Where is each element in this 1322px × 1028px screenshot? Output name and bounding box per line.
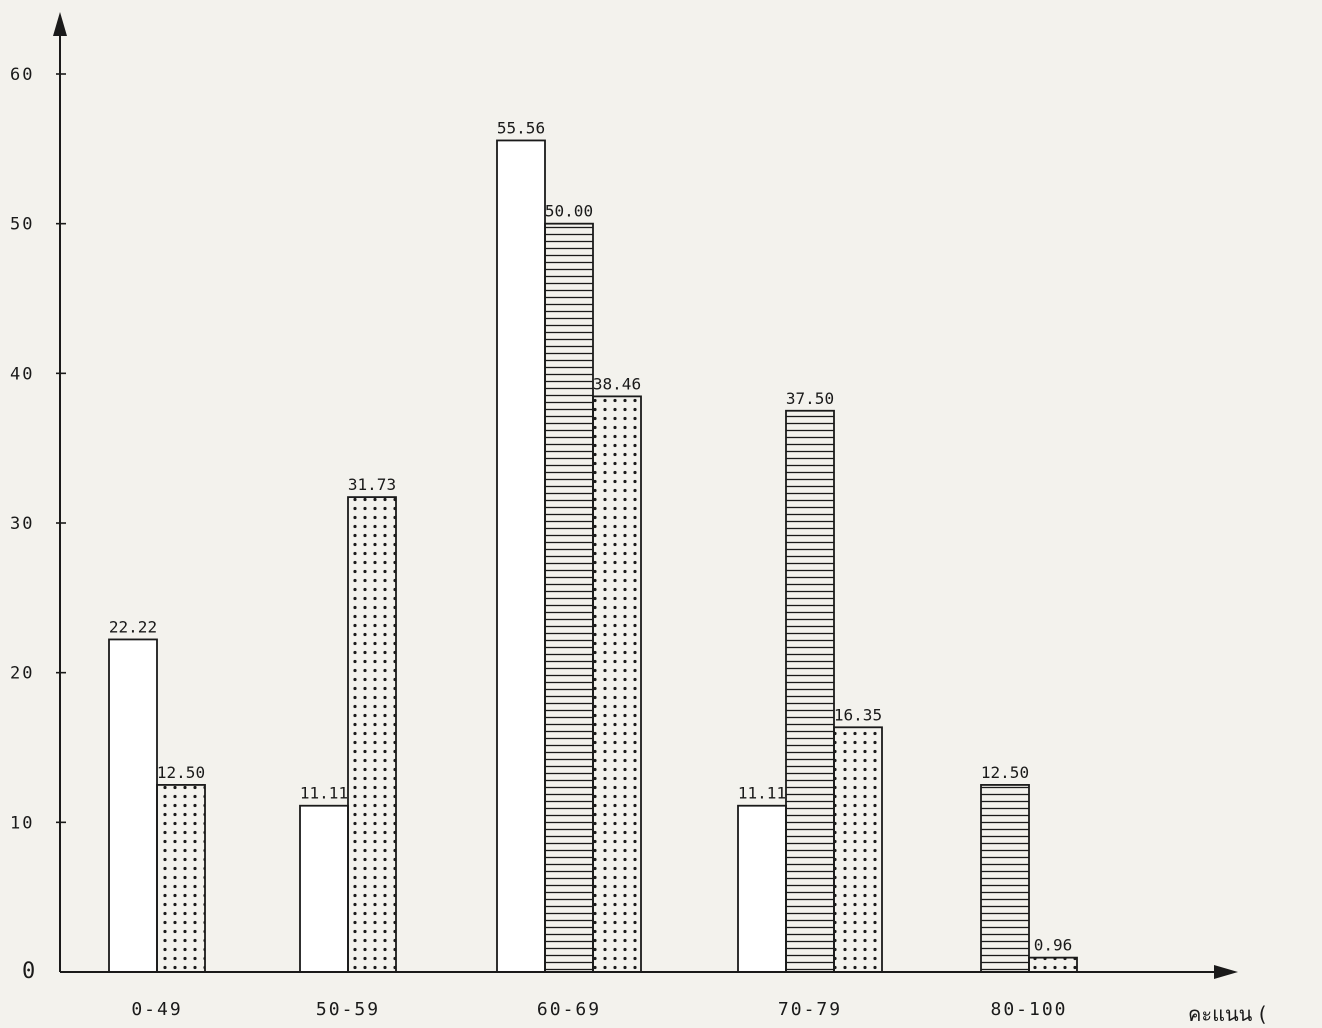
axes: คะแนน ( bbox=[53, 12, 1267, 1026]
bar-blank-50-59 bbox=[299, 804, 349, 973]
y-tick-label: 0 bbox=[22, 959, 37, 984]
bar-value-label: 12.50 bbox=[157, 763, 205, 782]
category-label: 60-69 bbox=[537, 999, 601, 1020]
bar-value-label: 50.00 bbox=[545, 202, 593, 221]
bar-blank-0-49 bbox=[108, 638, 158, 973]
y-axis-ticks: 0 10 20 30 40 50 60 bbox=[10, 65, 66, 984]
x-axis-arrow-icon bbox=[1214, 965, 1238, 979]
bar-value-label: 11.11 bbox=[738, 784, 786, 803]
category-label: 50-59 bbox=[316, 999, 380, 1020]
category-label: 80-100 bbox=[990, 999, 1067, 1020]
bar-value-label: 38.46 bbox=[593, 374, 641, 393]
bar-value-label: 31.73 bbox=[348, 475, 396, 494]
bar-value-label: 0.96 bbox=[1034, 936, 1073, 955]
bar-blank-60-69 bbox=[496, 139, 546, 973]
bar-blank-70-79 bbox=[737, 804, 787, 973]
bar-lined-70-79 bbox=[785, 409, 835, 973]
bar-dotted-50-59 bbox=[347, 496, 397, 973]
bar-lined-80-100 bbox=[980, 784, 1030, 973]
category-label: 0-49 bbox=[131, 999, 182, 1020]
y-tick-label: 20 bbox=[10, 664, 34, 684]
y-tick-label: 50 bbox=[10, 215, 34, 235]
y-tick-label: 10 bbox=[10, 813, 34, 833]
bar-dotted-80-100 bbox=[1028, 956, 1078, 973]
x-axis-title: คะแนน ( bbox=[1188, 1002, 1267, 1026]
bar-dotted-0-49 bbox=[156, 784, 206, 973]
bar-value-label: 11.11 bbox=[300, 784, 348, 803]
y-axis-arrow-icon bbox=[53, 12, 67, 36]
y-tick-label: 60 bbox=[10, 65, 34, 85]
category-label: 70-79 bbox=[778, 999, 842, 1020]
y-tick-label: 40 bbox=[10, 364, 34, 384]
bar-dotted-60-69 bbox=[592, 395, 642, 973]
bar-value-label: 16.35 bbox=[834, 705, 882, 724]
bar-lined-60-69 bbox=[544, 222, 594, 973]
bar-value-label: 55.56 bbox=[497, 118, 545, 137]
bar-value-label: 12.50 bbox=[981, 763, 1029, 782]
y-tick-label: 30 bbox=[10, 514, 34, 534]
bar-dotted-70-79 bbox=[833, 726, 883, 973]
bar-value-label: 22.22 bbox=[109, 617, 157, 636]
bars-layer: 22.22 12.50 11.11 31.73 55.56 50.00 38.46 11.11… bbox=[108, 118, 1078, 973]
x-axis-categories: 0-49 50-59 60-69 70-79 80-100 bbox=[131, 999, 1067, 1020]
bar-value-label: 37.50 bbox=[786, 389, 834, 408]
